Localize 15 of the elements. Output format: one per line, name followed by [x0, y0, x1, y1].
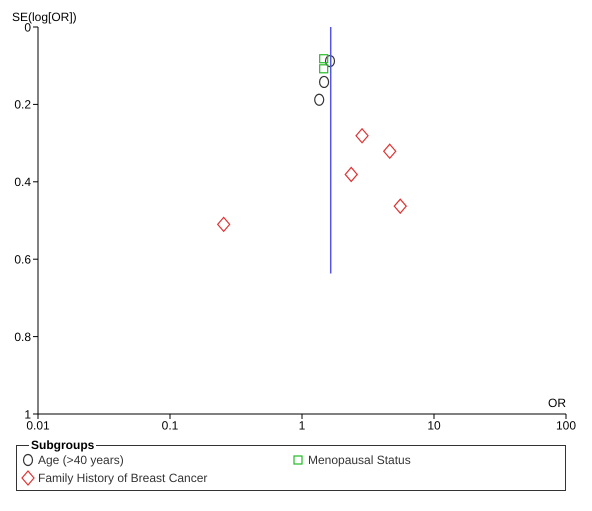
legend-label: Menopausal Status	[308, 453, 411, 467]
y-tick-label: 1	[24, 407, 32, 422]
x-axis-title: OR	[548, 396, 566, 410]
x-tick-label: 10	[427, 418, 441, 433]
y-tick-label: 0.6	[14, 252, 32, 266]
legend-label: Family History of Breast Cancer	[38, 471, 208, 485]
x-tick-label: 0.1	[162, 418, 179, 433]
legend-label: Age (>40 years)	[38, 453, 124, 467]
y-tick-label: 0.2	[14, 98, 32, 112]
x-tick-label: 0.01	[26, 418, 50, 433]
y-tick-label: 0.4	[14, 175, 32, 190]
x-tick-label: 100	[556, 418, 576, 433]
y-tick-label: 0.8	[14, 330, 32, 344]
x-tick-label: 1	[298, 418, 306, 433]
legend-title: Subgroups	[30, 438, 96, 452]
